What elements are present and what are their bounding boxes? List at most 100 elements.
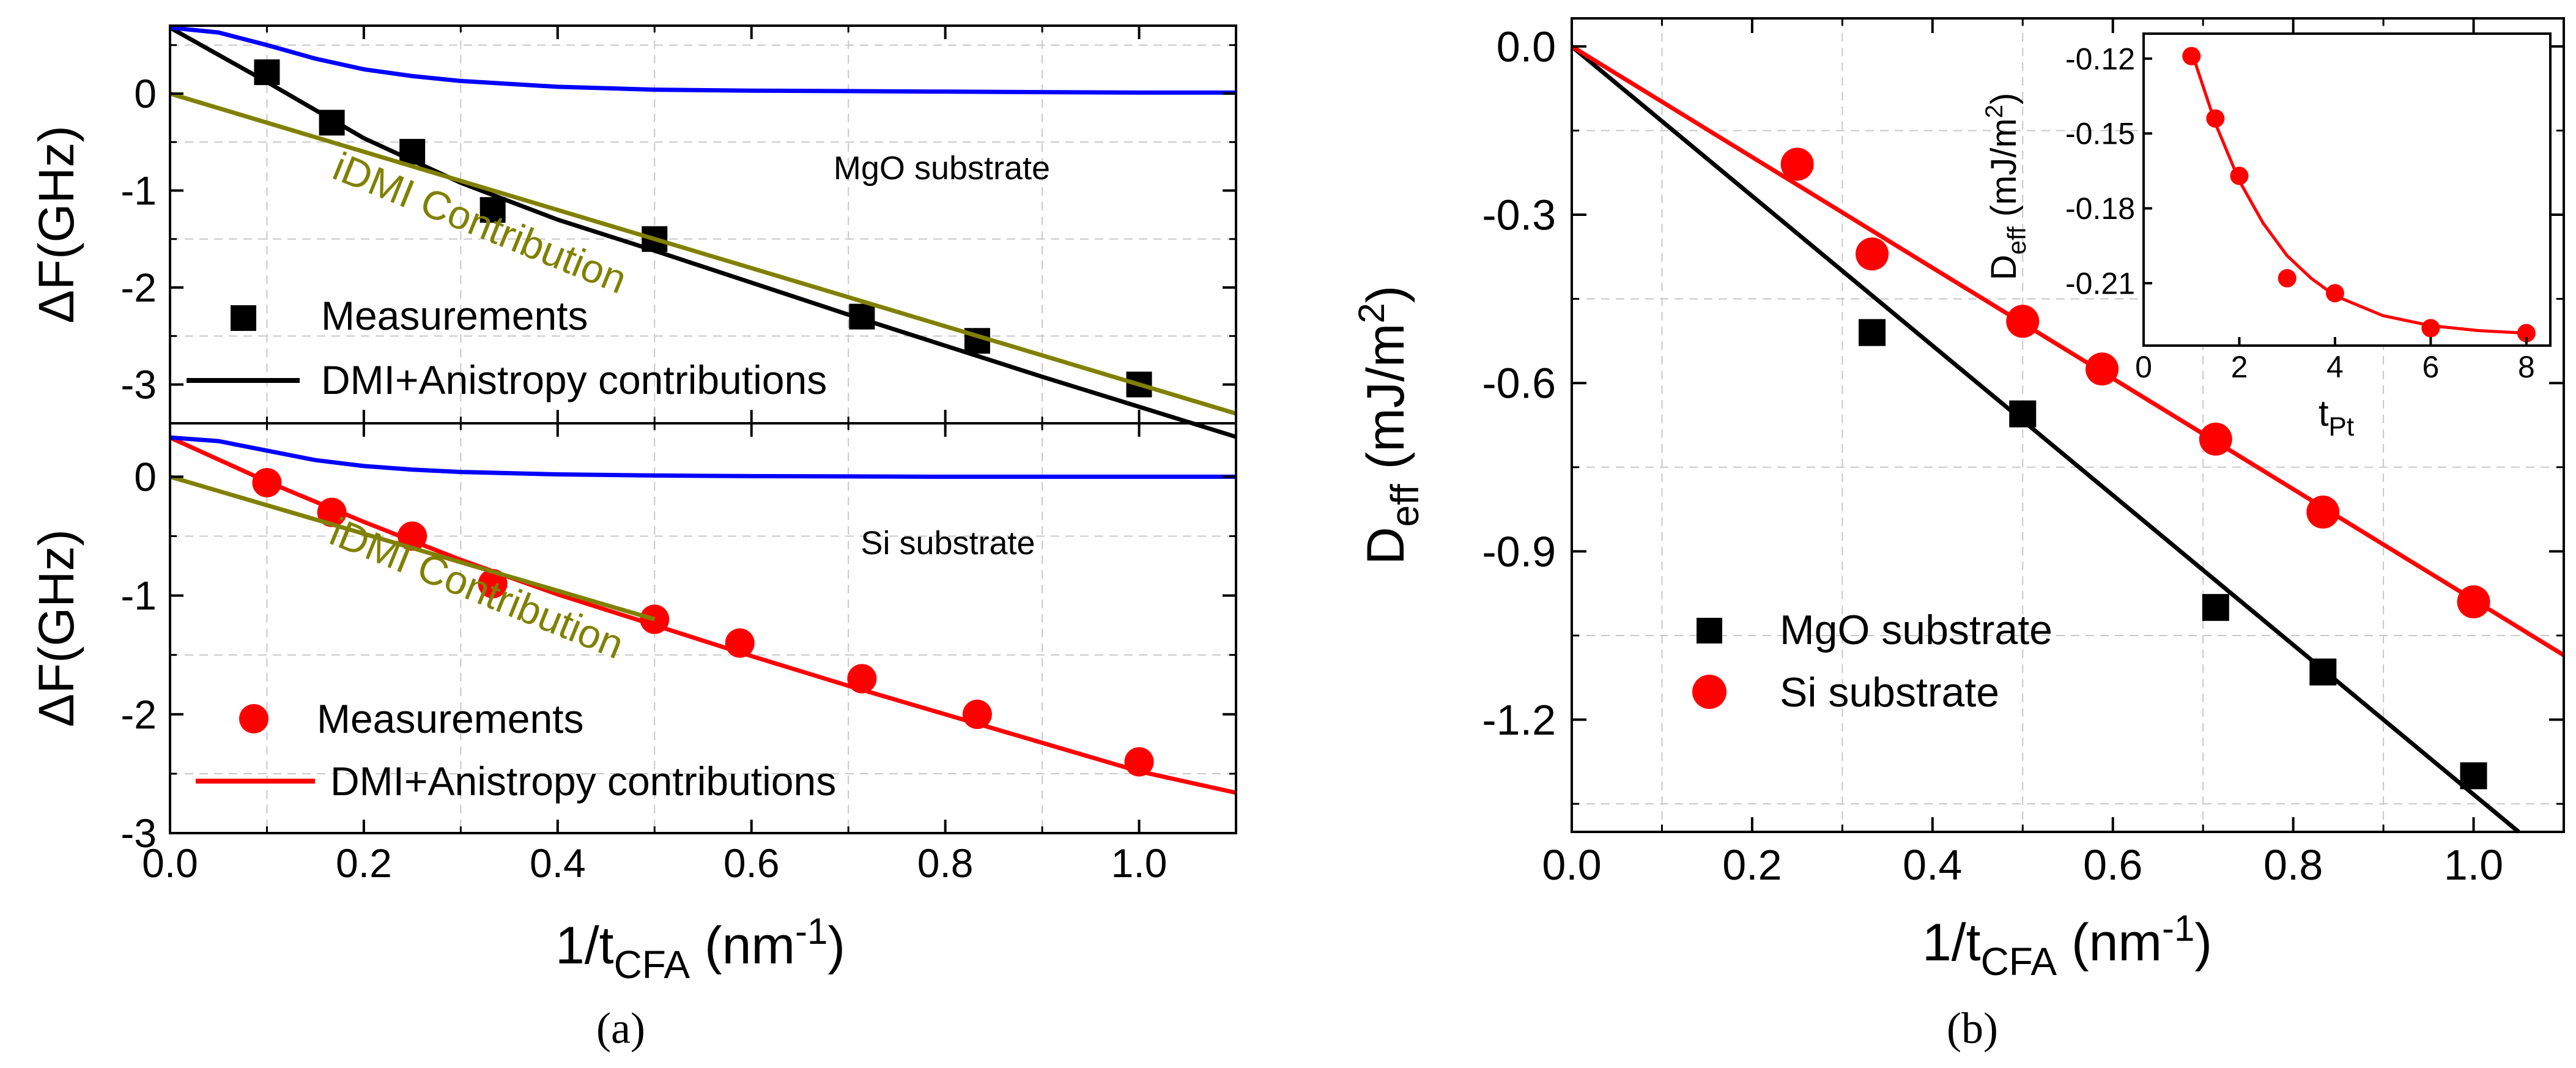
y-tick-label: -0.21 (2065, 267, 2135, 301)
panel-a-bottom-ylabel: ΔF(GHz) (29, 529, 84, 727)
y-tick-label: -0.3 (1482, 191, 1556, 239)
ylabel-unit: (mJ/m (1356, 324, 1415, 484)
legend-circle-marker (1692, 675, 1727, 709)
inset-ylabel-sub: eff (2002, 226, 2031, 254)
xlabel-close: ) (827, 916, 845, 975)
y-tick-label: -0.15 (2065, 117, 2135, 151)
x-tick-label: 1.0 (1111, 840, 1168, 886)
inset-background (2144, 34, 2550, 346)
xlabel-unit: (nm (690, 916, 795, 975)
inset-ylabel-sup: 2 (1981, 105, 2008, 118)
caption-b: (b) (1947, 1004, 1998, 1053)
ylabel-sub: eff (1383, 484, 1427, 527)
series-2-line (1570, 45, 2520, 834)
y-tick-label: 0 (134, 454, 157, 499)
y-tick-label: 0 (134, 71, 157, 116)
panel-b-frame (1571, 17, 2565, 833)
inset-xlabel: tPt (2319, 393, 2354, 442)
y-tick-label: -3 (120, 362, 157, 407)
series-1-line (2189, 50, 2527, 335)
data-point-circle (2182, 46, 2201, 65)
legend-circle-marker (239, 704, 268, 733)
panel-b: 0.0 0.2 0.4 0.6 0.8 1.0 0.0 -0.3 -0.6 -0.9 -1.2 Mg… (1351, 17, 2565, 984)
panel-a-xlabel: 1/tCFA (nm-1) (555, 911, 845, 987)
panel-a-bottom: 0.0 0.2 0.4 0.6 0.8 1.00-1-2-3 Si substrate i… (29, 422, 1237, 987)
x-tick-label: 2 (2231, 350, 2248, 384)
x-tick-label: 0.2 (336, 840, 392, 886)
series-3-line (169, 25, 1236, 95)
series-3-line (169, 435, 1236, 479)
series-3-line (1571, 44, 2565, 658)
panel-a-top-legend: Measurements DMI+Anistropy contributions (187, 293, 827, 402)
xlabel-main: 1/t (1922, 913, 1981, 972)
panel-a-top-annotation: MgO substrate (834, 150, 1050, 187)
x-tick-label: 0.6 (2083, 841, 2142, 889)
panel-a-top-data (169, 25, 1237, 439)
data-point-circle (478, 569, 508, 599)
panel-b-legend: MgO substrate Si substrate (1692, 607, 2052, 716)
data-point-circle (1780, 147, 1814, 181)
x-tick-label: 0.0 (1542, 841, 1601, 889)
data-point-circle (1856, 237, 1889, 271)
data-point-circle (2278, 269, 2297, 287)
y-tick-label: 0.0 (1497, 23, 1556, 70)
legend-square-marker (231, 305, 256, 331)
inset-xlabel-main: t (2319, 393, 2329, 434)
xlabel-sup: -1 (2162, 908, 2194, 949)
series-2-line (169, 91, 1237, 416)
x-tick-label: 0.4 (1903, 841, 1962, 889)
panel-a-bottom-annotation: Si substrate (861, 525, 1035, 562)
panel-b-data (1570, 44, 2565, 834)
panel-a-bottom-ticks: 0.0 0.2 0.4 0.6 0.8 1.0 0 -1 -2 -3 (120, 423, 1236, 886)
legend-mgo-label: MgO substrate (1780, 607, 2052, 653)
ylabel-main: D (1356, 527, 1415, 565)
y-tick-label: -2 (120, 692, 157, 737)
inset-frame (2142, 32, 2552, 347)
legend-measurements-label: Measurements (317, 696, 584, 741)
data-point-circle (2421, 319, 2440, 338)
xlabel-sup: -1 (795, 911, 827, 952)
ylabel-sup: 2 (1351, 303, 1392, 323)
y-tick-label: -2 (120, 265, 157, 310)
data-point-square (1859, 319, 1886, 346)
x-tick-label: 0.4 (530, 840, 586, 886)
x-tick-label: 0.6 (724, 840, 780, 886)
series-1-line (169, 26, 1237, 439)
y-tick-label: -1.2 (1482, 696, 1556, 744)
inset-ylabel-unit: (mJ/m (1984, 118, 2024, 226)
inset-data (2182, 46, 2536, 343)
x-tick-label: 6 (2422, 350, 2440, 384)
x-tick-label: 0 (2135, 350, 2152, 384)
series-1-line (169, 436, 1237, 795)
panel-a-bottom-data (169, 435, 1237, 795)
panel-b-xlabel: 1/tCFA (nm-1) (1922, 908, 2212, 984)
inset-ticks: 0 2 4 6 8 -0.12 -0.15 -0.18 -0.21 (2065, 42, 2535, 384)
x-tick-label: 0.2 (1722, 841, 1782, 889)
panel-b-ylabel: Deff (mJ/m2) (1351, 286, 1427, 565)
xlabel-close: ) (2194, 913, 2212, 972)
inset-xlabel-sub: Pt (2329, 412, 2355, 442)
panel-a-bottom-grid (170, 423, 1237, 833)
legend-measurements-label: Measurements (321, 293, 588, 338)
y-tick-label: -0.9 (1482, 528, 1556, 576)
xlabel-sub: CFA (1981, 940, 2057, 984)
xlabel-unit: (nm (2057, 913, 2162, 972)
y-tick-label: -0.6 (1482, 360, 1556, 407)
data-point-square (2202, 594, 2229, 621)
data-point-square (479, 197, 506, 223)
inset-ylabel-close: ) (1984, 93, 2024, 105)
x-tick-label: 4 (2326, 350, 2344, 384)
y-tick-label: -1 (120, 168, 157, 213)
series-2-line (169, 475, 656, 621)
legend-fit-label: DMI+Anistropy contributions (321, 357, 827, 402)
x-tick-label: 1.0 (2444, 841, 2503, 889)
panel-a-top-ticks: 0 -1 -2 -3 (120, 26, 1236, 423)
panel-a-top-ylabel: ΔF(GHz) (29, 125, 84, 323)
ylabel-close: ) (1356, 286, 1415, 303)
x-tick-label: 0.8 (917, 840, 974, 886)
legend-si-label: Si substrate (1780, 669, 1999, 716)
panel-b-inset: 0 2 4 6 8-0.12-0.15-0.18-0.21 Deff (mJ/m2) t… (1981, 32, 2552, 442)
y-tick-label: -0.12 (2065, 42, 2135, 76)
caption-a: (a) (596, 1004, 645, 1053)
